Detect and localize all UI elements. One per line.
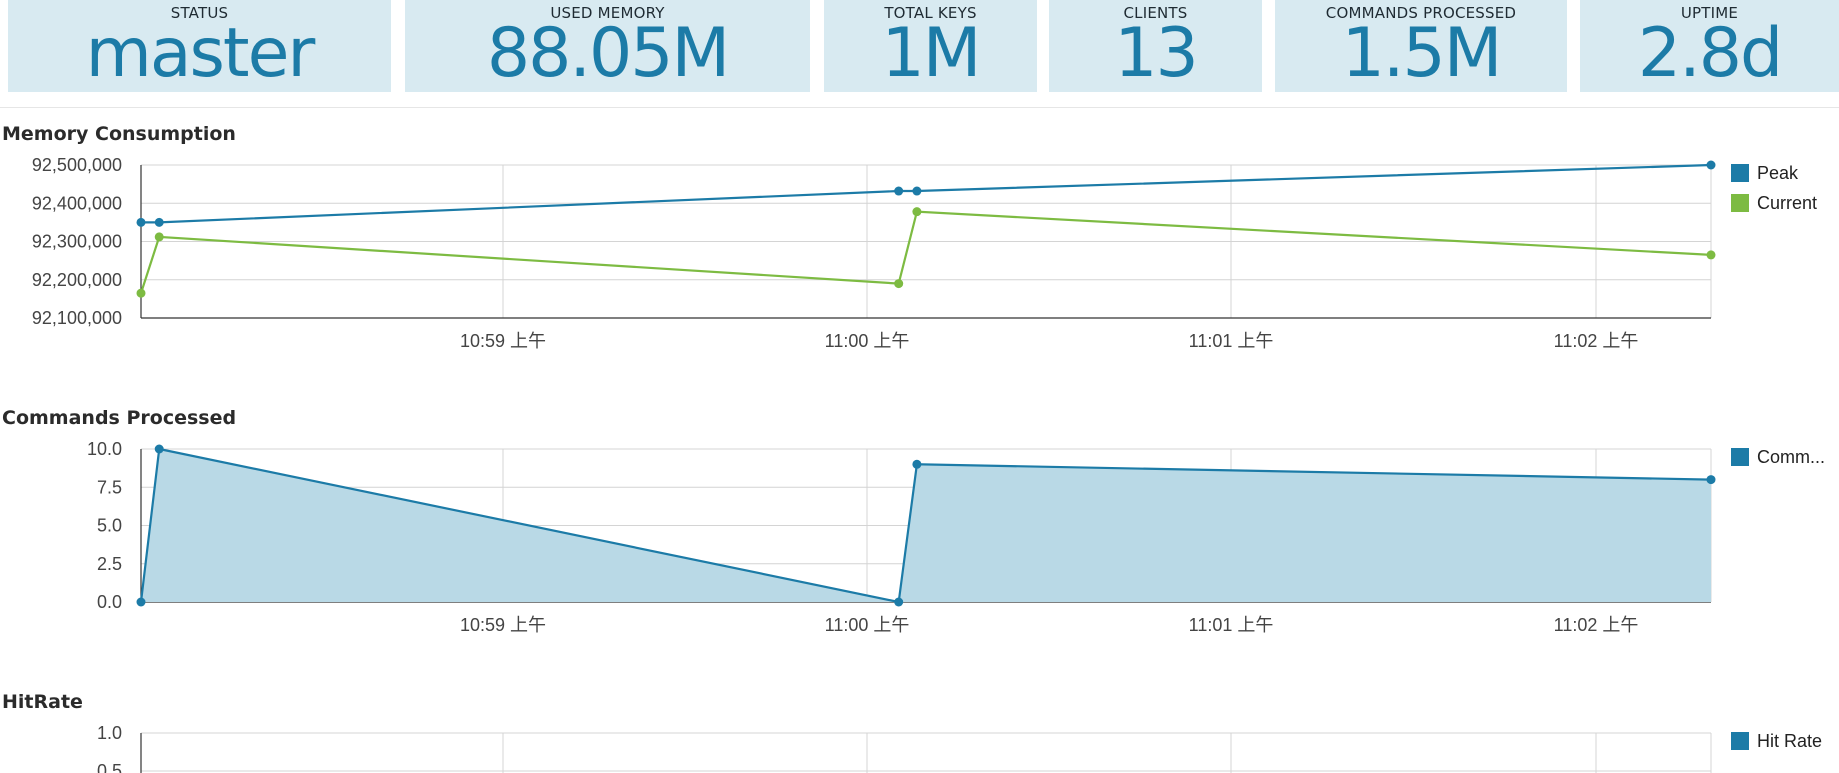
data-point: [912, 459, 922, 469]
y-tick-label: 2.5: [97, 554, 122, 574]
x-tick-label: 11:02 上午: [1554, 615, 1639, 635]
data-point: [894, 279, 904, 289]
data-point: [894, 186, 904, 196]
chart-title: HitRate: [2, 691, 83, 713]
data-point: [154, 232, 164, 242]
stat-card-status: STATUS master: [8, 0, 391, 92]
legend-swatch: [1731, 448, 1749, 466]
x-tick-label: 10:59 上午: [460, 331, 546, 351]
data-point: [1706, 250, 1716, 260]
legend-label: Peak: [1757, 163, 1799, 183]
y-tick-label: 10.0: [87, 439, 122, 459]
series-line: [139, 210, 1712, 294]
data-point: [154, 217, 164, 227]
legend-swatch: [1731, 194, 1749, 212]
x-tick-label: 11:00 上午: [825, 331, 910, 351]
stat-card-total-keys: TOTAL KEYS 1M: [824, 0, 1037, 92]
data-point: [136, 597, 146, 607]
stat-card-commands-processed: COMMANDS PROCESSED 1.5M: [1275, 0, 1567, 92]
y-tick-label: 7.5: [97, 477, 122, 497]
data-point: [154, 444, 164, 454]
stat-value: 13: [1114, 14, 1199, 92]
stat-value: 2.8d: [1637, 14, 1783, 92]
stat-value: master: [85, 14, 316, 92]
legend-label: Hit Rate: [1757, 731, 1822, 751]
divider: [0, 107, 1839, 108]
y-tick-label: 92,100,000: [32, 308, 122, 328]
series-line: [141, 163, 1712, 224]
stat-label: CLIENTS: [1123, 4, 1188, 22]
y-tick-label: 92,300,000: [32, 232, 122, 252]
legend-swatch: [1731, 732, 1749, 750]
y-tick-label: 0.5: [97, 761, 122, 773]
stat-value: 88.05M: [486, 14, 730, 92]
x-tick-label: 10:59 上午: [460, 615, 546, 635]
y-tick-label: 92,500,000: [32, 155, 122, 175]
legend-swatch: [1731, 164, 1749, 182]
stat-card-used-memory: USED MEMORY 88.05M: [405, 0, 810, 92]
y-tick-label: 92,200,000: [32, 270, 122, 290]
data-point: [136, 288, 146, 298]
stat-label: TOTAL KEYS: [884, 4, 977, 22]
chart-title: Commands Processed: [2, 407, 236, 429]
data-point: [1706, 160, 1716, 170]
stats-bar: STATUS master USED MEMORY 88.05M TOTAL K…: [0, 0, 1839, 94]
y-tick-label: 92,400,000: [32, 193, 122, 213]
stat-value: 1M: [881, 14, 982, 92]
stat-value: 1.5M: [1341, 14, 1503, 92]
data-point: [894, 597, 904, 607]
data-point: [1706, 475, 1716, 485]
y-tick-label: 1.0: [97, 723, 122, 743]
area-fill: [141, 449, 1711, 602]
y-tick-label: 0.0: [97, 592, 122, 612]
legend-label: Comm...: [1757, 447, 1825, 467]
stat-label: COMMANDS PROCESSED: [1325, 4, 1517, 22]
data-point: [912, 207, 922, 217]
stat-card-uptime: UPTIME 2.8d: [1580, 0, 1839, 92]
data-point: [136, 217, 146, 227]
stat-label: UPTIME: [1680, 4, 1739, 22]
x-tick-label: 11:00 上午: [825, 615, 910, 635]
stat-label: STATUS: [170, 4, 229, 22]
stat-label: USED MEMORY: [550, 4, 665, 22]
x-tick-label: 11:01 上午: [1189, 331, 1274, 351]
x-tick-label: 11:02 上午: [1554, 331, 1639, 351]
x-tick-label: 11:01 上午: [1189, 615, 1274, 635]
legend-label: Current: [1757, 193, 1817, 213]
stat-card-clients: CLIENTS 13: [1049, 0, 1262, 92]
chart-title: Memory Consumption: [2, 123, 236, 145]
data-point: [912, 186, 922, 196]
y-tick-label: 5.0: [97, 516, 122, 536]
